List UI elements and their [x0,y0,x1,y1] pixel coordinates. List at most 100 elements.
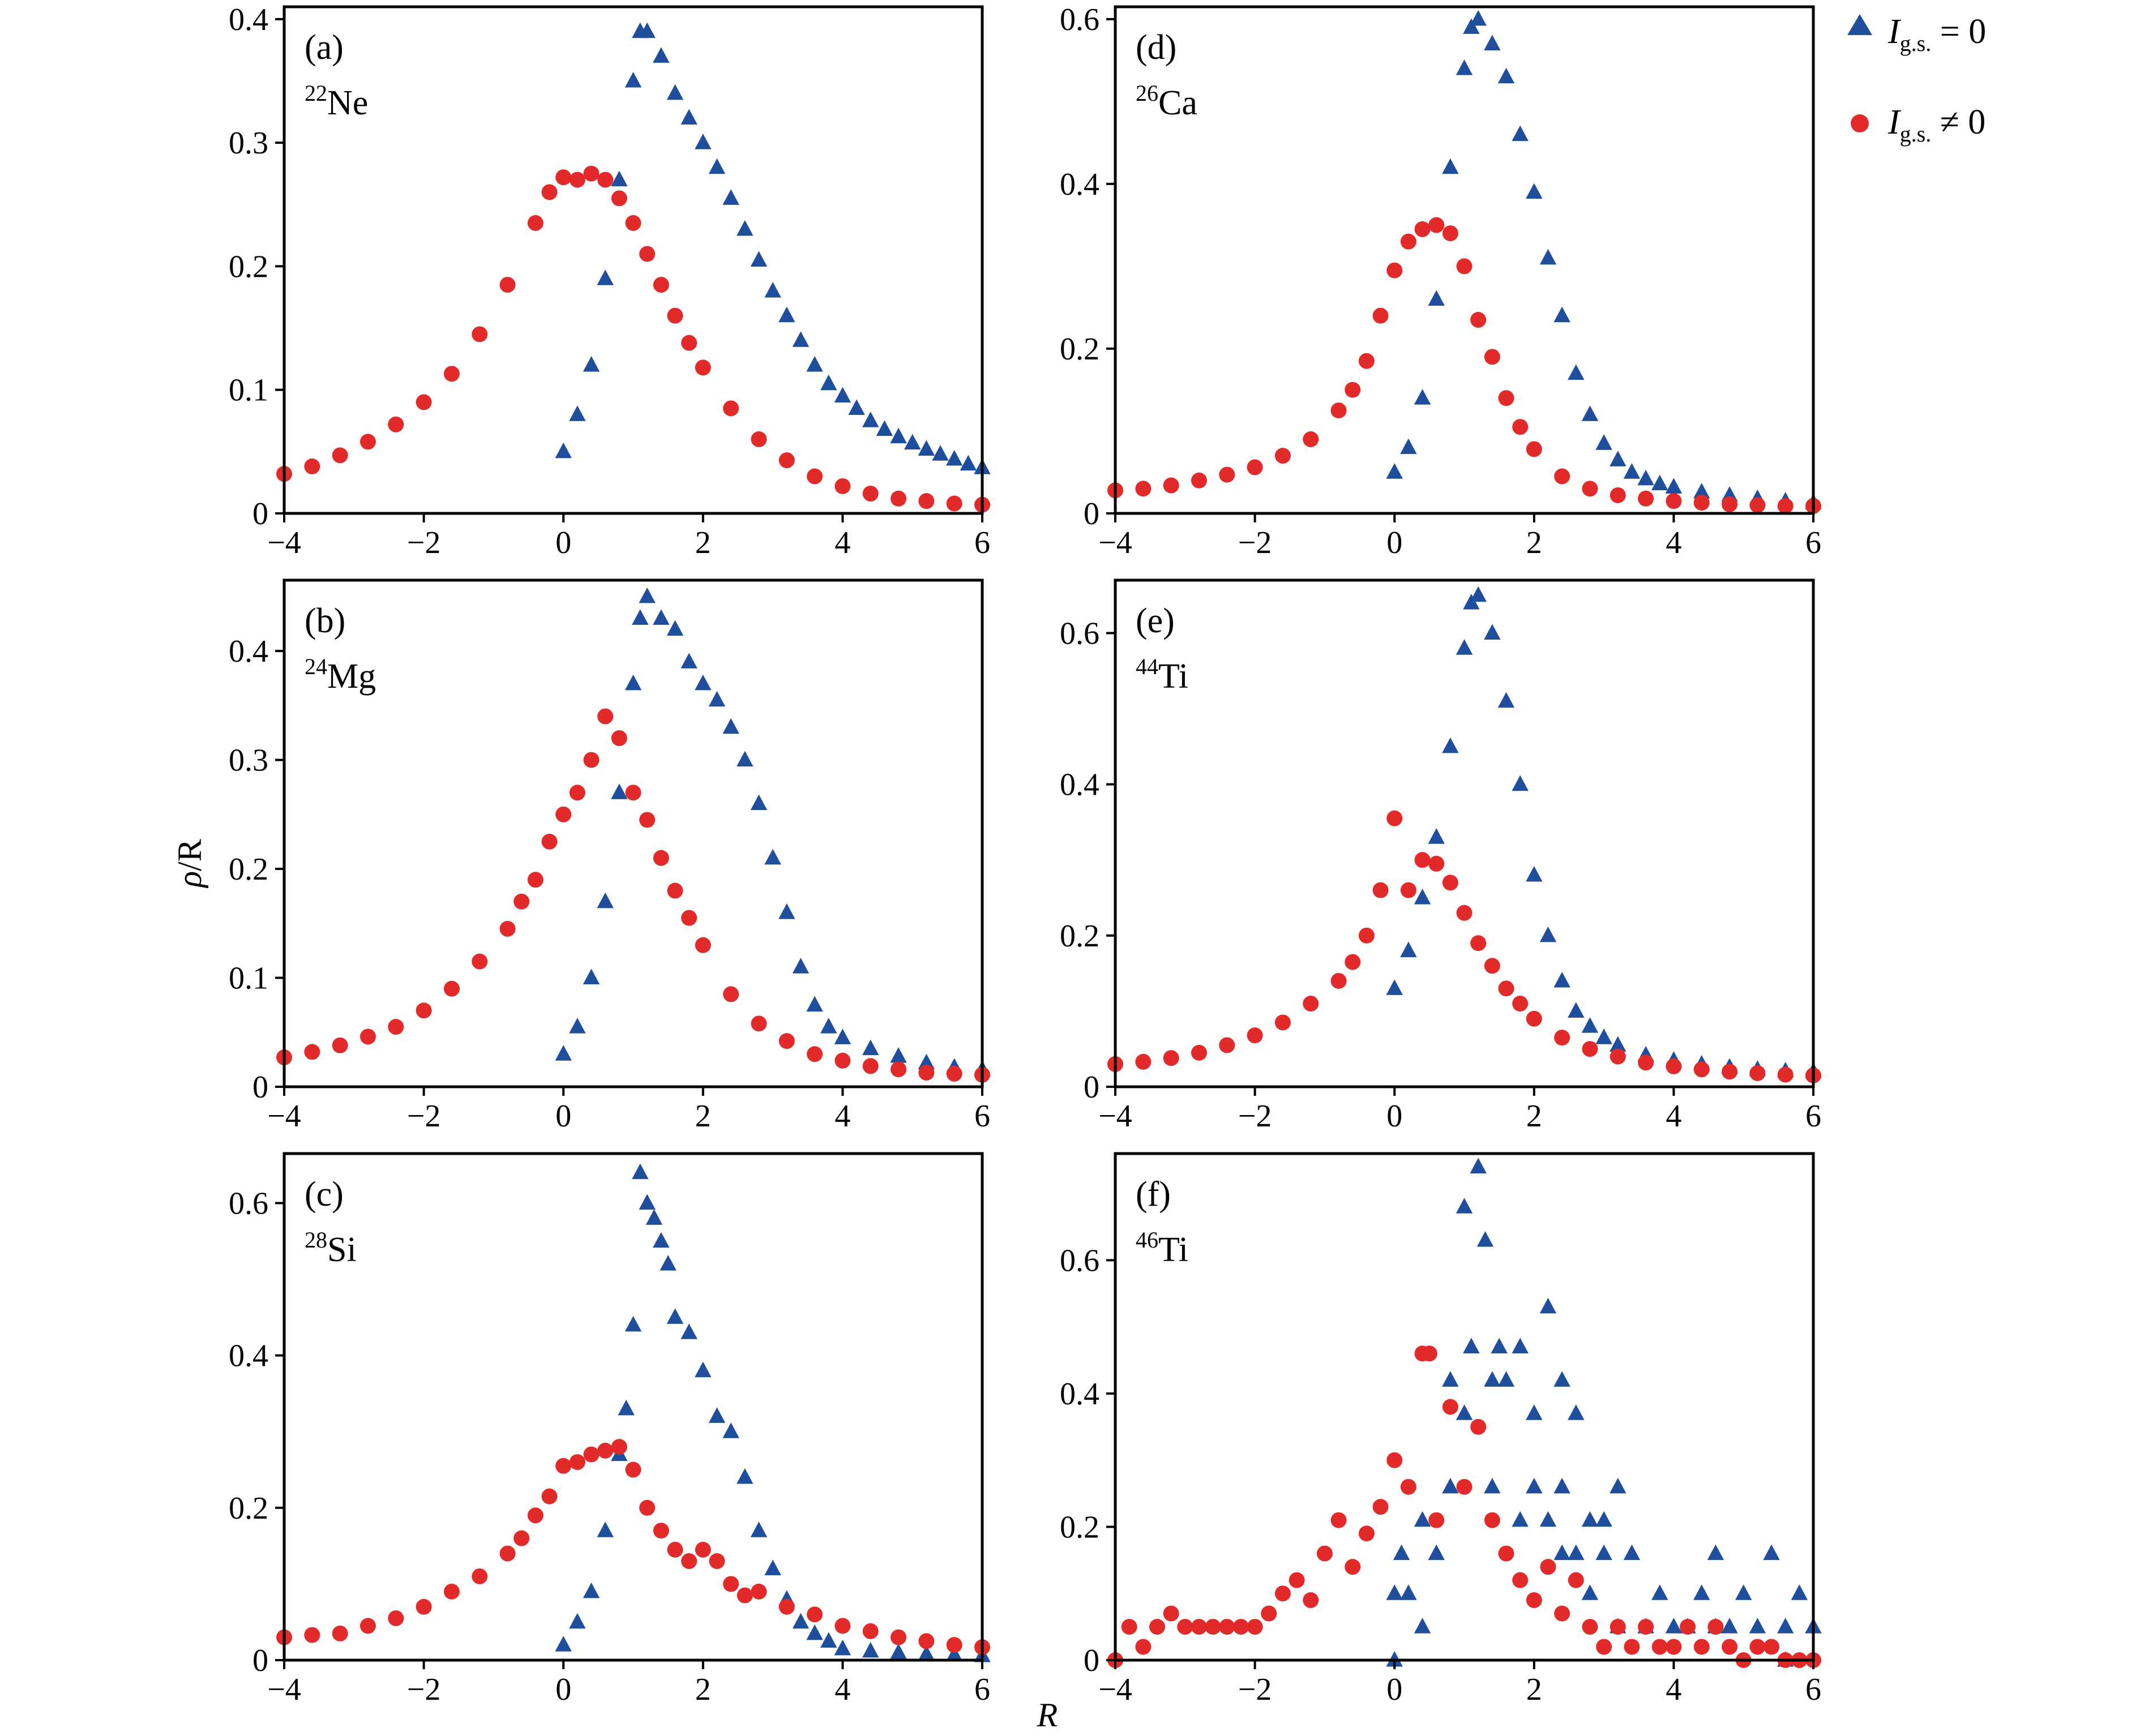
data-point-circle [611,1439,627,1455]
data-point-circle [1163,477,1179,494]
x-tick-label: 0 [1386,1099,1402,1134]
data-point-triangle [1581,1017,1599,1033]
data-point-circle [1442,225,1458,242]
data-point-triangle [624,1315,642,1332]
data-point-triangle [1595,1544,1612,1561]
data-point-circle [541,833,558,850]
data-point-triangle [1581,1511,1599,1527]
data-point-circle [1191,472,1207,488]
data-point-circle [1428,217,1445,233]
data-point-circle [737,1587,753,1604]
data-point-circle [891,1629,907,1645]
data-point-circle [1414,852,1431,868]
data-point-circle [472,1568,488,1584]
data-point-triangle [890,1047,907,1063]
nucleus-label: 26Ca [1136,80,1197,122]
data-point-circle [569,785,585,801]
y-tick-label: 0.4 [229,634,268,669]
legend-relation-circle: ≠ 0 [1931,103,1985,142]
data-point-triangle [583,968,600,985]
data-point-triangle [1484,1477,1501,1494]
data-point-circle [1722,1639,1738,1655]
x-tick-label: −4 [267,1099,301,1134]
data-point-triangle [618,1399,635,1416]
nucleus-label: 28Si [305,1227,357,1269]
legend-label-circle: Ig.s. ≠ 0 [1888,103,1985,147]
data-point-triangle [848,399,865,415]
data-point-circle [1303,431,1319,448]
data-point-circle [304,458,320,475]
x-tick-label: 6 [1805,1672,1821,1707]
data-point-circle [1261,1605,1277,1622]
data-point-circle [918,493,935,509]
data-point-triangle [1763,1544,1780,1561]
y-tick-label: 0.1 [229,961,268,996]
y-tick-label: 0.2 [1060,919,1099,954]
data-point-triangle [1581,405,1599,421]
data-point-circle [1484,1512,1500,1528]
data-point-triangle [1539,1297,1557,1314]
data-point-triangle [1386,463,1403,479]
data-point-triangle [1693,1584,1710,1600]
plot-frame-a [283,5,984,515]
data-point-triangle [1497,692,1515,708]
data-point-circle [1149,1619,1165,1635]
data-point-circle [1135,481,1152,497]
data-point-circle [1582,1619,1598,1635]
data-point-circle [723,986,739,1002]
x-tick-label: −4 [1098,525,1132,560]
data-point-triangle [1610,1036,1627,1052]
data-point-circle [1400,233,1416,250]
data-point-circle [332,447,348,464]
data-point-circle [1274,1585,1291,1602]
data-point-triangle [1721,1618,1738,1634]
data-point-circle [1777,498,1794,514]
data-point-circle [1345,1559,1361,1575]
data-point-circle [778,452,795,469]
x-tick-label: 2 [1526,525,1542,560]
data-point-circle [1568,1572,1584,1588]
data-point-circle [304,1044,320,1060]
x-tick-label: 6 [974,1099,990,1134]
data-point-circle [416,1598,432,1615]
data-point-triangle [1539,248,1557,265]
data-point-triangle [1581,1584,1599,1600]
x-tick-label: 4 [834,1672,850,1707]
data-point-circle [709,1553,725,1570]
panel-c: −4 −2 0 2 4 6 0 0.2 0.4 0.6 (c) 28Si [229,1152,991,1707]
markers-e [1107,586,1822,1083]
data-point-circle [1651,1639,1668,1655]
data-point-triangle [834,387,851,403]
data-point-triangle [597,1521,614,1537]
data-point-triangle [834,1028,851,1044]
y-tick-label: 0 [252,1070,268,1105]
data-point-circle [388,1019,404,1035]
data-point-circle [1330,402,1347,419]
x-tick-label: −2 [1238,1672,1272,1707]
data-point-triangle [680,109,697,125]
data-point-circle [946,1637,962,1653]
data-point-triangle [960,455,977,471]
data-point-triangle [764,848,781,865]
data-point-triangle [1484,624,1501,640]
data-point-triangle [624,674,642,691]
data-point-triangle [597,892,614,908]
data-point-triangle [1463,18,1480,34]
data-point-triangle [1428,828,1445,844]
y-tick-label: 0.3 [229,743,268,778]
data-point-triangle [708,1407,726,1423]
data-point-triangle [1595,434,1612,450]
data-point-circle [1693,495,1710,511]
data-point-triangle [1456,1198,1473,1214]
data-point-triangle [645,1209,663,1225]
data-point-circle [1191,1619,1207,1635]
data-point-triangle [876,420,893,436]
data-point-triangle [680,653,697,668]
data-point-circle [1303,1592,1319,1609]
data-point-circle [834,1618,851,1634]
data-point-circle [1372,1499,1389,1515]
data-point-triangle [792,958,810,974]
data-point-circle [751,431,767,448]
data-point-circle [1456,258,1473,275]
data-point-circle [751,1583,767,1600]
